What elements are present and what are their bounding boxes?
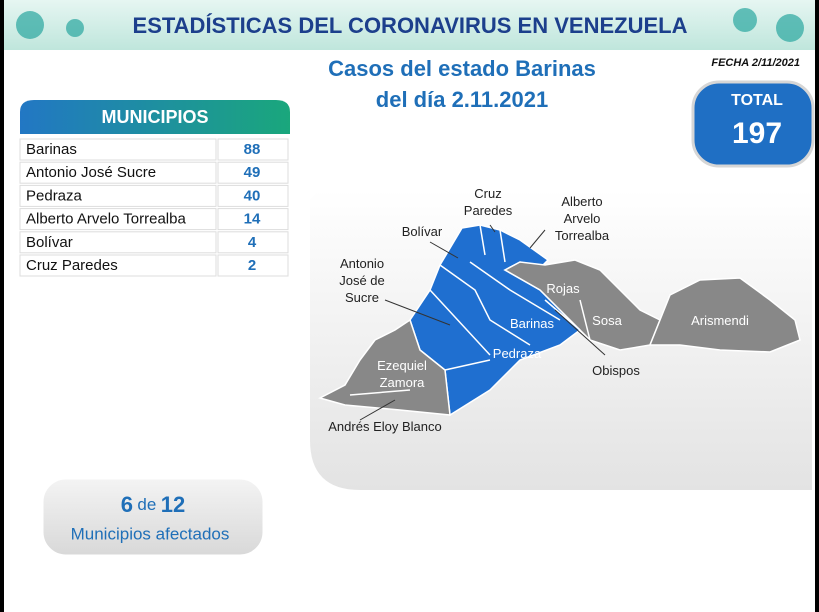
map-label: Bolívar	[402, 224, 443, 239]
header-title: ESTADÍSTICAS DEL CORONAVIRUS EN VENEZUEL…	[133, 13, 688, 38]
row-name-cell	[19, 208, 217, 231]
map-label: Pedraza	[493, 346, 542, 361]
municipality-name: Barinas	[26, 141, 77, 158]
map-label: Rojas	[546, 281, 580, 296]
affected: 6	[121, 492, 133, 517]
map-label-line: Cruz	[474, 186, 501, 201]
map-label-line: Antonio	[340, 256, 384, 271]
municipality-cases: 40	[244, 187, 261, 204]
total-label: TOTAL	[731, 92, 783, 109]
connector: de	[137, 495, 156, 514]
date: FECHA 2/11/2021	[711, 57, 800, 69]
map-label-line: Ezequiel	[377, 358, 427, 373]
row-name-cell	[19, 184, 217, 207]
map-label: Andrés Eloy Blanco	[328, 419, 441, 434]
map-label-line: Obispos	[592, 363, 640, 378]
municipality-name: Pedraza	[26, 187, 83, 204]
municipality-name: Cruz Paredes	[26, 257, 118, 274]
map-label-line: Zamora	[380, 375, 426, 390]
map-label-line: José de	[339, 273, 385, 288]
summary-box	[40, 476, 266, 558]
row-value-cell	[217, 254, 289, 277]
row-value-cell	[217, 138, 289, 161]
map	[317, 224, 801, 417]
row-name-cell	[19, 254, 217, 277]
region	[317, 318, 451, 416]
table-header	[20, 100, 290, 134]
row-value-cell	[217, 161, 289, 184]
boundary	[349, 224, 591, 396]
row-name-cell	[19, 231, 217, 254]
municipality-cases: 14	[244, 211, 261, 228]
municipality-name: Antonio José Sucre	[26, 164, 156, 181]
map-label: Obispos	[592, 363, 640, 378]
municipality-cases: 4	[248, 234, 257, 251]
total-box	[691, 80, 815, 168]
virus-icons	[16, 8, 804, 42]
map-label-line: Arvelo	[564, 211, 601, 226]
row-value-cell	[217, 208, 289, 231]
municipality-name: Bolívar	[26, 234, 73, 251]
map-label: Alberto Arvelo Torrealba	[555, 194, 610, 243]
map-label-line: Pedraza	[493, 346, 542, 361]
map-label: Sosa	[592, 313, 622, 328]
map-label-line: Rojas	[546, 281, 580, 296]
region	[648, 277, 801, 353]
table-header-text: MUNICIPIOS	[101, 107, 208, 127]
row-value-cell	[217, 184, 289, 207]
total-value: 197	[732, 117, 782, 150]
row-value-cell	[217, 231, 289, 254]
map-label: Cruz Paredes	[464, 186, 513, 218]
map-label: Arismendi	[691, 313, 749, 328]
subtitle-line: del día 2.11.2021	[376, 87, 548, 112]
map-label-line: Sucre	[345, 290, 379, 305]
header-bar	[4, 0, 815, 50]
map-label: Ezequiel Zamora	[377, 358, 427, 390]
map-label-line: Andrés Eloy Blanco	[328, 419, 441, 434]
municipality-cases: 2	[248, 257, 256, 274]
map-label-line: Sosa	[592, 313, 622, 328]
municipality-cases: 49	[244, 164, 261, 181]
leaders	[359, 224, 606, 421]
map-label: Antonio José de Sucre	[339, 256, 385, 305]
municipality-name: Alberto Arvelo Torrealba	[26, 211, 186, 228]
municipality-cases: 88	[244, 141, 261, 158]
map-label-line: Alberto	[561, 194, 602, 209]
total-municipalities: 12	[161, 492, 185, 517]
map-label: Barinas	[510, 316, 555, 331]
row-name-cell	[19, 161, 217, 184]
subtitle-line: Casos del estado Barinas	[328, 56, 596, 81]
region	[503, 259, 661, 351]
map-label-line: Torrealba	[555, 228, 610, 243]
map-label-line: Arismendi	[691, 313, 749, 328]
map-label-line: Barinas	[510, 316, 555, 331]
row-name-cell	[19, 138, 217, 161]
summary-label: Municipios afectados	[71, 524, 230, 543]
map-label-line: Paredes	[464, 203, 513, 218]
summary-count: 6 de 12	[121, 492, 186, 517]
map-label-line: Bolívar	[402, 224, 443, 239]
